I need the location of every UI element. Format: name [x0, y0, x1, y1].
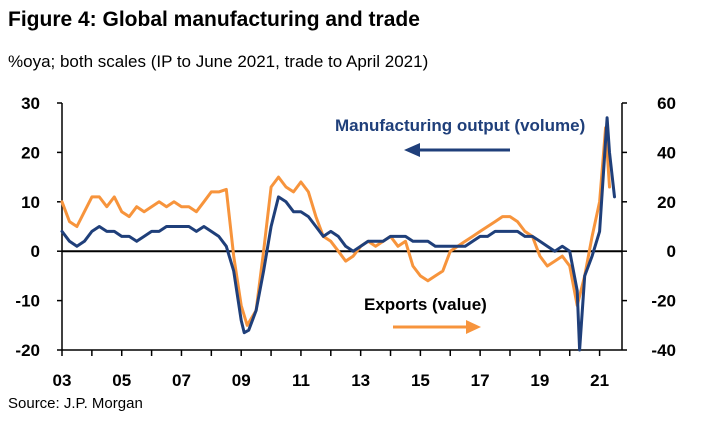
x-tick-label: 11	[292, 371, 310, 390]
source-note: Source: J.P. Morgan	[8, 395, 143, 412]
arrow-right-icon	[466, 320, 481, 334]
x-tick-label: 21	[590, 371, 609, 390]
x-tick-label: 09	[232, 371, 251, 390]
x-tick-label: 13	[351, 371, 370, 390]
x-tick-label: 03	[53, 371, 72, 390]
x-tick-label: 05	[112, 371, 131, 390]
exports-series-line	[60, 126, 611, 327]
right-tick-label: 0	[667, 242, 676, 261]
tick-labels: 30 20 10 0 -10 -20 60 40 20 0 -20 -40 03 05 07 09 11 13 15…	[15, 94, 676, 390]
right-tick-label: 60	[657, 94, 676, 113]
right-tick-label: -40	[651, 341, 676, 360]
annotation-exports: Exports (value)	[364, 295, 487, 314]
arrow-left-icon	[404, 143, 420, 157]
left-tick-label: 0	[31, 242, 40, 261]
left-tick-label: -10	[15, 292, 40, 311]
annotation-manufacturing: Manufacturing output (volume)	[335, 116, 585, 135]
x-tick-label: 07	[172, 371, 191, 390]
annotations: Manufacturing output (volume) Exports (v…	[335, 116, 585, 334]
right-tick-label: 40	[657, 143, 676, 162]
left-tick-label: 10	[21, 193, 40, 212]
x-tick-label: 15	[411, 371, 430, 390]
right-tick-label: 20	[657, 193, 676, 212]
left-tick-label: 20	[21, 143, 40, 162]
right-tick-label: -20	[651, 292, 676, 311]
series-lines	[60, 116, 616, 352]
x-tick-label: 17	[471, 371, 490, 390]
left-tick-label: 30	[21, 94, 40, 113]
left-tick-label: -20	[15, 341, 40, 360]
chart-title: Figure 4: Global manufacturing and trade	[8, 8, 420, 31]
chart-subtitle: %oya; both scales (IP to June 2021, trad…	[8, 52, 429, 71]
x-tick-label: 19	[530, 371, 549, 390]
manufacturing-series-line	[60, 116, 616, 352]
axes-frame	[57, 102, 627, 356]
